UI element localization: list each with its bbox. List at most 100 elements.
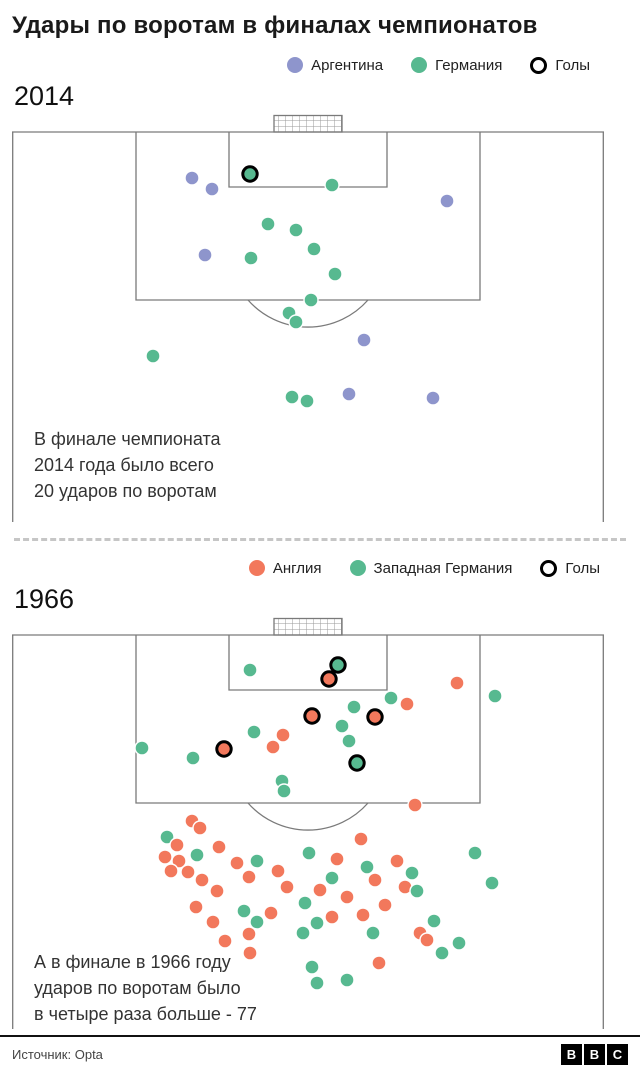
england-dot-icon	[248, 560, 265, 576]
penalty-arc	[247, 299, 369, 328]
west-germany-shot	[346, 699, 362, 715]
england-shot	[419, 932, 435, 948]
pitch-svg-1966	[12, 617, 604, 1029]
bbc-logo-letter: C	[607, 1044, 628, 1065]
england-shot	[275, 727, 291, 743]
germany-shot	[324, 177, 340, 193]
goal-ring-icon	[540, 559, 558, 577]
germany-shot	[327, 266, 343, 282]
legend-item-argentina: Аргентина	[287, 57, 383, 74]
legend-item-england: Англия	[248, 560, 322, 577]
england-shot	[205, 914, 221, 930]
germany-shot	[243, 250, 259, 266]
bbc-logo-letter: B	[561, 1044, 582, 1065]
pitch-lines	[12, 617, 604, 1029]
penalty-box	[135, 132, 481, 301]
west-germany-shot	[404, 865, 420, 881]
west-germany-shot	[185, 750, 201, 766]
pitch-svg-2014	[12, 114, 604, 522]
page-title: Удары по воротам в финалах чемпионатов	[12, 12, 538, 39]
annotation-line: 2014 года было всего	[34, 455, 214, 475]
england-shot-goal	[215, 740, 233, 758]
england-shot-goal	[320, 670, 338, 688]
goal-area	[228, 132, 388, 188]
legend-label: Голы	[565, 559, 600, 577]
england-shot	[329, 851, 345, 867]
page-footer: Источник: Opta B B C	[0, 1035, 640, 1073]
legend-item-west-germany: Западная Германия	[349, 559, 513, 577]
legend-label: Западная Германия	[373, 559, 513, 577]
germany-shot	[306, 241, 322, 257]
england-shot	[377, 897, 393, 913]
pitch-2014: В финале чемпионата 2014 года было всего…	[12, 114, 604, 522]
england-shot	[241, 869, 257, 885]
england-shot	[163, 863, 179, 879]
goal-area	[228, 635, 388, 691]
legend-label: Голы	[555, 56, 590, 74]
germany-shot	[299, 393, 315, 409]
argentina-shot	[204, 181, 220, 197]
legend-label: Аргентина	[311, 56, 384, 74]
england-shot	[449, 675, 465, 691]
west-germany-dot-icon	[349, 560, 366, 576]
west-germany-shot	[159, 829, 175, 845]
england-shot	[270, 863, 286, 879]
west-germany-shot	[189, 847, 205, 863]
annotation-line: А в финале в 1966 году	[34, 952, 231, 972]
bbc-logo-letter: B	[584, 1044, 605, 1065]
goal-net	[273, 114, 343, 133]
england-shot	[389, 853, 405, 869]
west-germany-shot	[383, 690, 399, 706]
shots-layer-2014	[145, 165, 455, 409]
argentina-shot	[184, 170, 200, 186]
england-shot	[217, 933, 233, 949]
west-germany-shot	[339, 972, 355, 988]
england-shot	[355, 907, 371, 923]
argentina-shot	[197, 247, 213, 263]
annotation-line: 20 ударов по воротам	[34, 481, 217, 501]
legend-item-germany: Германия	[411, 57, 502, 74]
argentina-shot	[439, 193, 455, 209]
germany-dot-icon	[411, 57, 428, 73]
england-shot	[192, 820, 208, 836]
germany-shot	[303, 292, 319, 308]
west-germany-shot	[301, 845, 317, 861]
west-germany-shot	[426, 913, 442, 929]
england-shot	[324, 909, 340, 925]
west-germany-shot	[467, 845, 483, 861]
west-germany-shot	[246, 724, 262, 740]
west-germany-shot	[487, 688, 503, 704]
west-germany-shot	[334, 718, 350, 734]
england-shot	[194, 872, 210, 888]
england-shot	[171, 853, 187, 869]
england-shot	[211, 839, 227, 855]
argentina-shot	[356, 332, 372, 348]
west-germany-shot	[484, 875, 500, 891]
england-shot	[180, 864, 196, 880]
west-germany-shot	[297, 895, 313, 911]
england-shot	[263, 905, 279, 921]
annotation-2014: В финале чемпионата 2014 года было всего…	[34, 426, 221, 504]
england-shot	[353, 831, 369, 847]
shots-layer-1966	[134, 656, 503, 991]
argentina-dot-icon	[287, 57, 304, 73]
england-shot	[312, 882, 328, 898]
legend-1966: Англия Западная Германия Голы	[0, 557, 640, 579]
panel-1966: Англия Западная Германия Голы 1966 А	[0, 557, 640, 1029]
pitch-1966: А в финале в 1966 году ударов по воротам…	[12, 617, 604, 1029]
germany-shot	[145, 348, 161, 364]
west-germany-shot	[304, 959, 320, 975]
panel-2014: Аргентина Германия Голы 2014	[0, 40, 640, 522]
west-germany-shot	[409, 883, 425, 899]
germany-shot-goal	[241, 165, 259, 183]
england-shot	[399, 696, 415, 712]
year-label-1966: 1966	[14, 584, 75, 614]
legend-2014: Аргентина Германия Голы	[0, 54, 640, 76]
germany-shot	[288, 314, 304, 330]
goal-net	[273, 617, 343, 636]
penalty-box	[135, 635, 481, 804]
annotation-1966: А в финале в 1966 году ударов по воротам…	[34, 949, 257, 1027]
legend-item-goals: Голы	[530, 56, 590, 74]
page-header: Удары по воротам в финалах чемпионатов	[0, 0, 640, 40]
west-germany-shot	[236, 903, 252, 919]
